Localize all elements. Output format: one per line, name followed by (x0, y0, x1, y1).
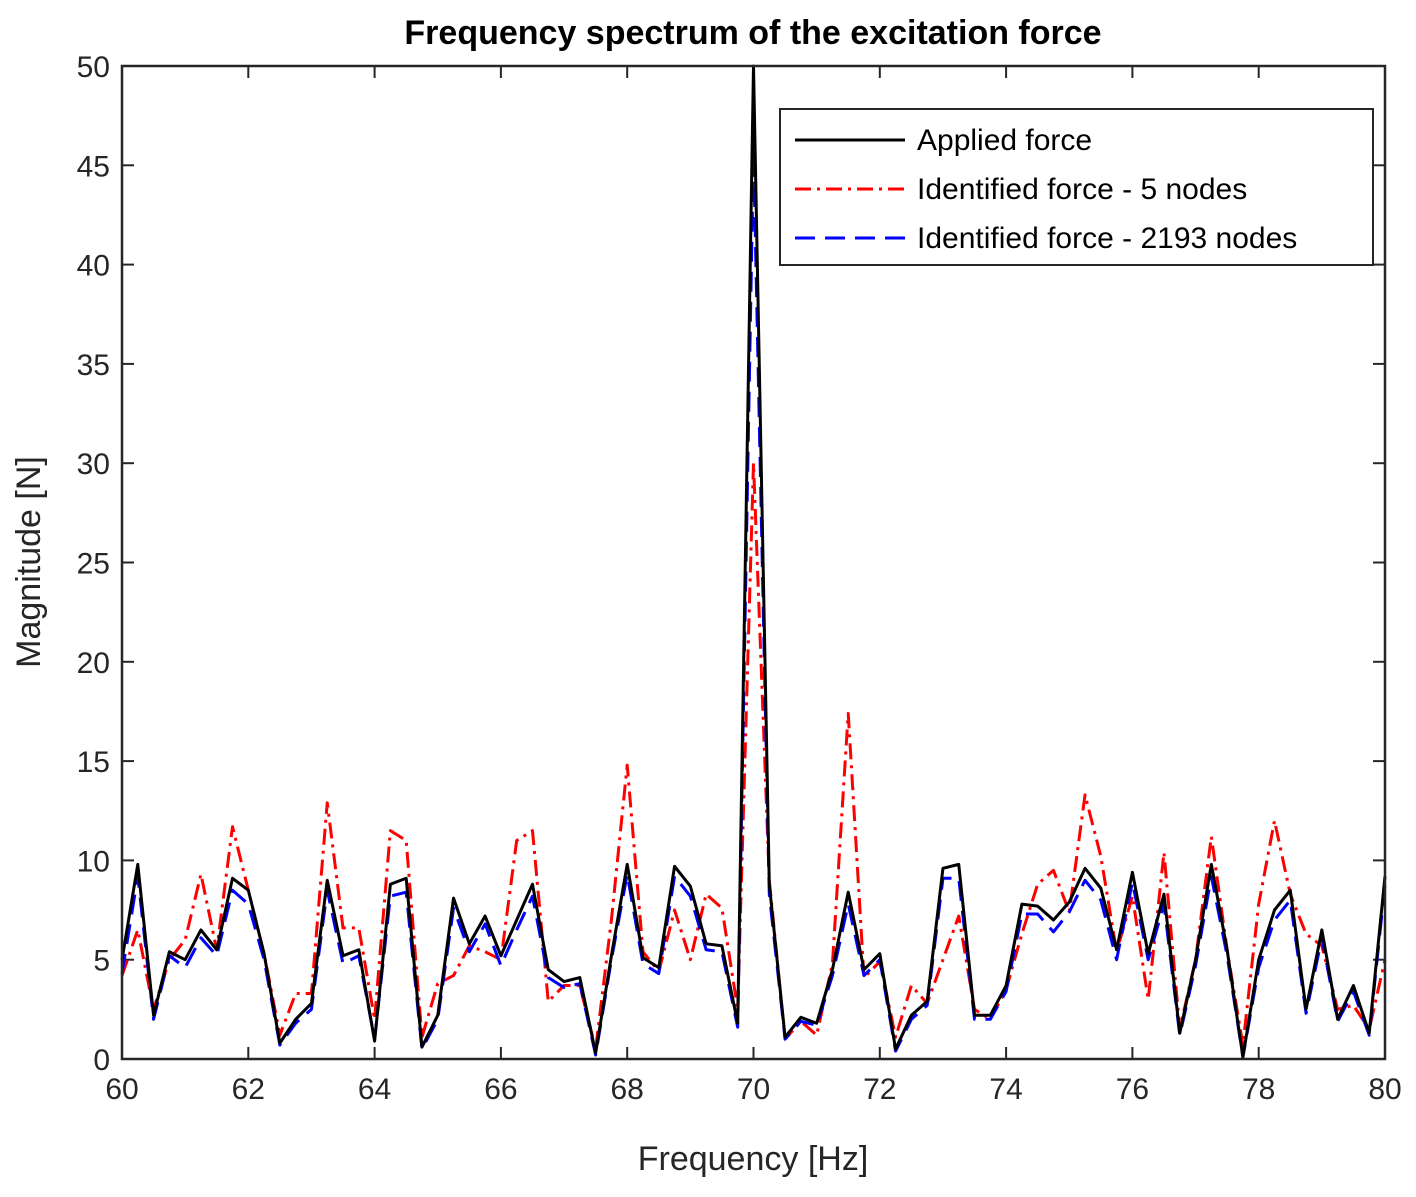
x-tick-label: 80 (1368, 1073, 1401, 1106)
y-tick-label: 10 (77, 845, 110, 878)
y-tick-label: 45 (77, 150, 110, 183)
legend-box (779, 108, 1374, 266)
y-tick-label: 30 (77, 448, 110, 481)
x-tick-label: 64 (358, 1073, 391, 1106)
chart-title: Frequency spectrum of the excitation for… (404, 14, 1101, 52)
x-tick-label: 66 (484, 1073, 517, 1106)
x-tick-label: 68 (611, 1073, 644, 1106)
x-axis-label: Frequency [Hz] (638, 1140, 869, 1178)
series-line-1 (120, 461, 1387, 1051)
legend-label-2: Identified force - 2193 nodes (917, 222, 1297, 255)
x-tick-label: 62 (232, 1073, 265, 1106)
y-tick-label: 35 (77, 349, 110, 382)
y-tick-label: 25 (77, 548, 110, 581)
y-axis-label: Magnitude [N] (10, 456, 48, 668)
legend: Applied force Identified force - 5 nodes I… (779, 108, 1374, 266)
x-tick-label: 76 (1116, 1073, 1149, 1106)
legend-label-1: Identified force - 5 nodes (917, 173, 1247, 206)
y-tick-label: 50 (77, 51, 110, 84)
y-tick-label: 20 (77, 647, 110, 680)
x-tick-label: 60 (105, 1073, 138, 1106)
x-tick-label: 78 (1242, 1073, 1275, 1106)
y-tick-label: 5 (93, 945, 110, 978)
y-tick-label: 15 (77, 746, 110, 779)
y-tick-label: 0 (93, 1044, 110, 1077)
x-tick-label: 74 (989, 1073, 1022, 1106)
plot-frame (120, 64, 1387, 1061)
axis-ticks: 60 62 64 66 68 70 72 74 76 78 80 0 5 10 15 20 25 30 35 40 45… (77, 51, 1402, 1106)
x-tick-label: 70 (737, 1073, 770, 1106)
legend-label-0: Applied force (917, 124, 1092, 157)
x-tick-label: 72 (863, 1073, 896, 1106)
y-tick-label: 40 (77, 250, 110, 283)
